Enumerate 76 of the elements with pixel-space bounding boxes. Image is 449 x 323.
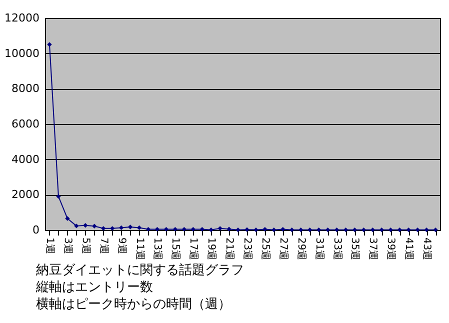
y-tick-label: 4000	[12, 152, 40, 166]
text: 縦軸はエントリー数	[36, 279, 154, 296]
point	[370, 227, 376, 232]
x-tick-label: 3週	[62, 238, 73, 254]
point	[164, 226, 169, 232]
point	[316, 227, 322, 232]
point	[182, 226, 186, 232]
x-tick-label: 13週	[152, 238, 163, 260]
point	[172, 226, 178, 232]
point	[118, 225, 124, 230]
x-tick-label: 19週	[206, 238, 217, 260]
x-tick-label: 31週	[313, 238, 324, 260]
point	[101, 226, 106, 231]
point	[424, 227, 429, 232]
y-tick-label: 2000	[12, 188, 40, 202]
x-tick-label: 5週	[80, 238, 91, 254]
point	[65, 216, 70, 221]
point	[334, 227, 340, 232]
point	[83, 223, 88, 228]
point	[415, 227, 420, 232]
point	[74, 224, 79, 228]
point	[343, 227, 348, 232]
y-tick-label: 12000	[4, 12, 40, 24]
x-tick-label: 23週	[241, 238, 252, 260]
x-tick-label: 21週	[224, 238, 235, 260]
point	[47, 42, 52, 47]
point	[325, 227, 330, 232]
point	[298, 227, 304, 232]
point	[272, 227, 276, 232]
x-tick-label: 17週	[188, 238, 199, 260]
point	[254, 227, 258, 232]
point	[236, 227, 240, 232]
x-tick-label: 37週	[367, 238, 378, 260]
point	[388, 227, 393, 232]
text: 納豆ダイエットに関する話題グラフ	[36, 262, 245, 279]
point	[280, 226, 286, 232]
point	[208, 227, 214, 232]
y-tick-label: 6000	[12, 118, 40, 130]
point	[262, 226, 268, 232]
point	[290, 227, 294, 232]
point	[226, 226, 232, 232]
x-tick-label: 35週	[349, 238, 360, 260]
point	[406, 227, 411, 232]
x-tick-label: 1週	[44, 238, 55, 254]
point	[92, 224, 97, 228]
point	[154, 226, 160, 232]
x-tick-label: 11週	[134, 238, 145, 260]
x-tick-label: 41週	[403, 238, 414, 260]
y-tick-label: 8000	[12, 82, 40, 96]
point	[379, 227, 384, 232]
x-tick-label: 43週	[421, 238, 432, 260]
x-tick-label: 33週	[331, 238, 342, 260]
x-tick-label: 9週	[116, 238, 127, 254]
point	[397, 227, 402, 232]
y-tick-label: 10000	[4, 46, 40, 60]
point	[110, 226, 115, 231]
point	[56, 194, 61, 199]
text: 横軸はピーク時からの時間（週）	[36, 296, 232, 313]
x-tick-label: 29週	[295, 238, 306, 260]
point	[307, 227, 312, 232]
point	[218, 226, 222, 231]
x-tick-label: 39週	[385, 238, 396, 260]
point	[190, 226, 196, 232]
point	[200, 226, 204, 232]
point	[244, 227, 250, 232]
x-tick-label: 27週	[277, 238, 288, 260]
x-tick-label: 25週	[259, 238, 270, 260]
point	[136, 225, 142, 230]
x-tick-label: 7週	[98, 238, 109, 254]
point	[146, 226, 151, 232]
y-tick-label: 0	[32, 224, 40, 236]
point	[361, 227, 366, 232]
x-tick-label: 15週	[170, 238, 181, 260]
point	[352, 227, 358, 232]
point	[128, 224, 133, 230]
point	[433, 227, 438, 232]
